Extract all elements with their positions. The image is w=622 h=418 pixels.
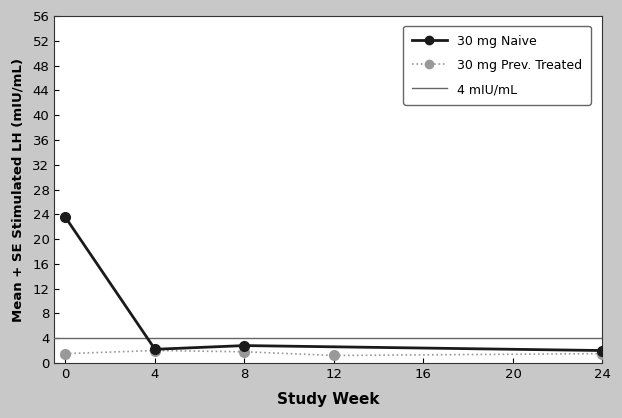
Legend: 30 mg Naive, 30 mg Prev. Treated, 4 mIU/mL: 30 mg Naive, 30 mg Prev. Treated, 4 mIU/… bbox=[403, 26, 591, 105]
Y-axis label: Mean + SE Stimulated LH (mIU/mL): Mean + SE Stimulated LH (mIU/mL) bbox=[11, 58, 24, 321]
X-axis label: Study Week: Study Week bbox=[277, 392, 379, 407]
